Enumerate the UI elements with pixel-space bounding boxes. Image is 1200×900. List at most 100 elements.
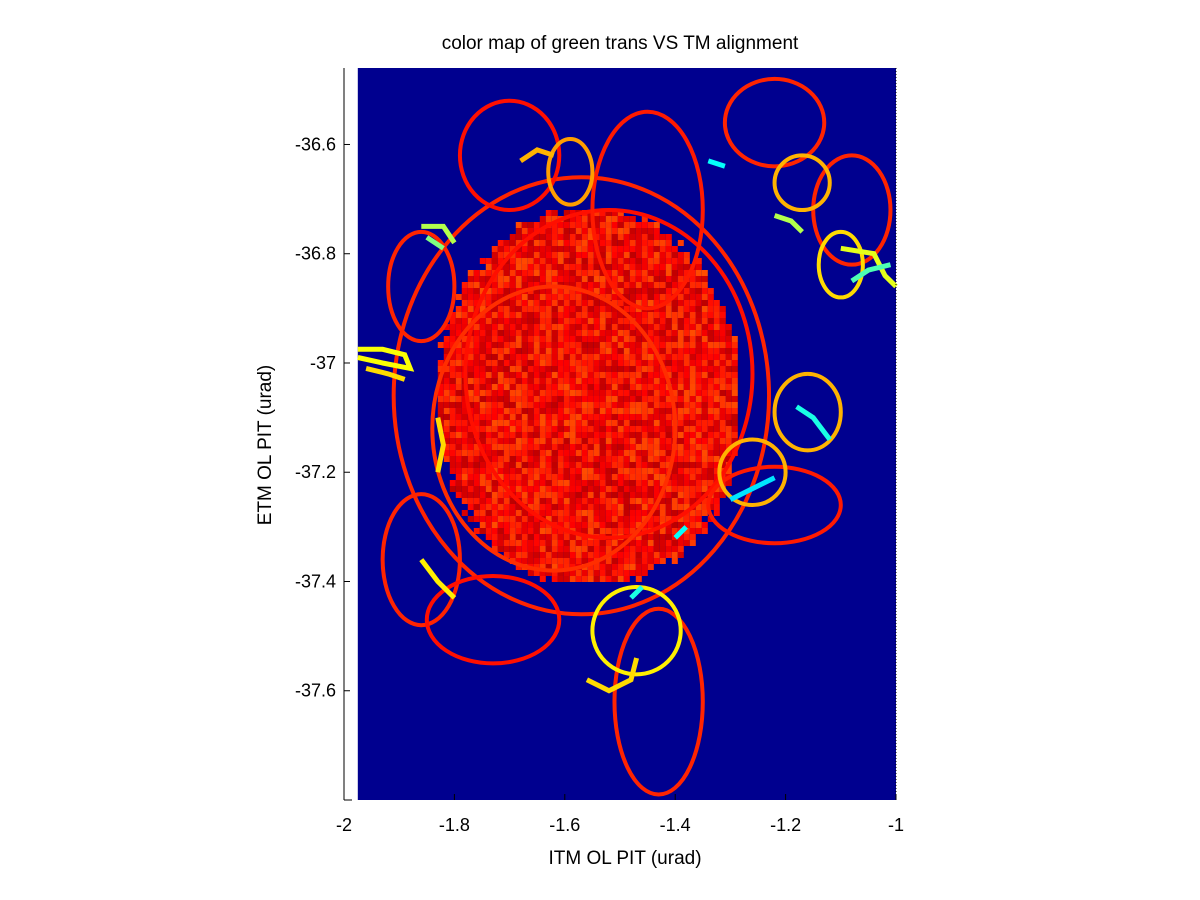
heatmap-cell — [665, 276, 672, 282]
heatmap-cell — [731, 378, 738, 384]
heatmap-cell — [623, 438, 630, 444]
heatmap-cell — [599, 414, 606, 420]
heatmap-cell — [527, 528, 534, 534]
heatmap-cell — [545, 324, 552, 330]
heatmap-cell — [539, 300, 546, 306]
heatmap-cell — [671, 270, 678, 276]
heatmap-cell — [461, 456, 468, 462]
heatmap-cell — [473, 270, 480, 276]
heatmap-cell — [455, 438, 462, 444]
heatmap-cell — [575, 216, 582, 222]
heatmap-cell — [491, 390, 498, 396]
heatmap-cell — [731, 372, 738, 378]
heatmap-cell — [677, 300, 684, 306]
heatmap-cell — [491, 432, 498, 438]
heatmap-cell — [515, 528, 522, 534]
heatmap-cell — [671, 252, 678, 258]
heatmap-cell — [617, 522, 624, 528]
heatmap-cell — [665, 330, 672, 336]
heatmap-cell — [575, 492, 582, 498]
heatmap-cell — [587, 306, 594, 312]
heatmap-cell — [653, 276, 660, 282]
heatmap-cell — [689, 324, 696, 330]
heatmap-cell — [467, 480, 474, 486]
heatmap-cell — [683, 306, 690, 312]
heatmap-cell — [581, 510, 588, 516]
heatmap-cell — [551, 426, 558, 432]
heatmap-cell — [593, 522, 600, 528]
heatmap-cell — [611, 408, 618, 414]
heatmap-cell — [533, 390, 540, 396]
heatmap-cell — [689, 462, 696, 468]
heatmap-cell — [533, 276, 540, 282]
heatmap-cell — [629, 294, 636, 300]
heatmap-cell — [635, 348, 642, 354]
heatmap-cell — [701, 366, 708, 372]
trajectory-loop — [430, 284, 678, 573]
heatmap-cell — [479, 492, 486, 498]
heatmap-cell — [563, 252, 570, 258]
heatmap-cell — [695, 414, 702, 420]
heatmap-cell — [539, 318, 546, 324]
heatmap-cell — [485, 366, 492, 372]
heatmap-cell — [533, 300, 540, 306]
heatmap-cell — [617, 324, 624, 330]
heatmap-cell — [665, 252, 672, 258]
heatmap-cell — [491, 438, 498, 444]
heatmap-cell — [575, 348, 582, 354]
heatmap-cell — [497, 528, 504, 534]
heatmap-cell — [521, 456, 528, 462]
heatmap-cell — [545, 246, 552, 252]
heatmap-cell — [689, 402, 696, 408]
heatmap-cell — [629, 480, 636, 486]
heatmap-cell — [521, 330, 528, 336]
heatmap-cell — [443, 324, 450, 330]
heatmap-cell — [497, 420, 504, 426]
heatmap-cell — [605, 288, 612, 294]
heatmap-cell — [617, 270, 624, 276]
heatmap-cell — [635, 570, 642, 576]
heatmap-cell — [671, 510, 678, 516]
heatmap-cell — [503, 324, 510, 330]
heatmap-cell — [653, 552, 660, 558]
heatmap-cell — [677, 552, 684, 558]
heatmap-cell — [617, 276, 624, 282]
heatmap-cell — [641, 426, 648, 432]
heatmap-cell — [449, 330, 456, 336]
heatmap-cell — [611, 468, 618, 474]
heatmap-cell — [533, 354, 540, 360]
heatmap-cell — [479, 378, 486, 384]
heatmap-cell — [647, 330, 654, 336]
heatmap-cell — [449, 402, 456, 408]
heatmap-cell — [641, 564, 648, 570]
heatmap-cell — [689, 456, 696, 462]
heatmap-cell — [689, 342, 696, 348]
heatmap-cell — [641, 480, 648, 486]
heatmap-cell — [647, 276, 654, 282]
heatmap-cell — [623, 270, 630, 276]
heatmap-cell — [551, 396, 558, 402]
heatmap-cell — [635, 432, 642, 438]
heatmap-cell — [491, 522, 498, 528]
heatmap-cell — [515, 462, 522, 468]
heatmap-cell — [551, 528, 558, 534]
heatmap-cell — [497, 384, 504, 390]
heatmap-cell — [701, 372, 708, 378]
heatmap-cell — [485, 312, 492, 318]
heatmap-cell — [665, 354, 672, 360]
heatmap-cell — [575, 264, 582, 270]
heatmap-cell — [611, 486, 618, 492]
heatmap-cell — [575, 528, 582, 534]
heatmap-cell — [599, 390, 606, 396]
heatmap-cell — [485, 426, 492, 432]
heatmap-cell — [683, 252, 690, 258]
heatmap-cell — [683, 432, 690, 438]
heatmap-cell — [701, 480, 708, 486]
heatmap-cell — [629, 492, 636, 498]
heatmap-cell — [551, 462, 558, 468]
heatmap-cell — [671, 300, 678, 306]
heatmap-cell — [701, 432, 708, 438]
heatmap-cell — [677, 522, 684, 528]
heatmap-cell — [611, 360, 618, 366]
heatmap-cell — [497, 348, 504, 354]
